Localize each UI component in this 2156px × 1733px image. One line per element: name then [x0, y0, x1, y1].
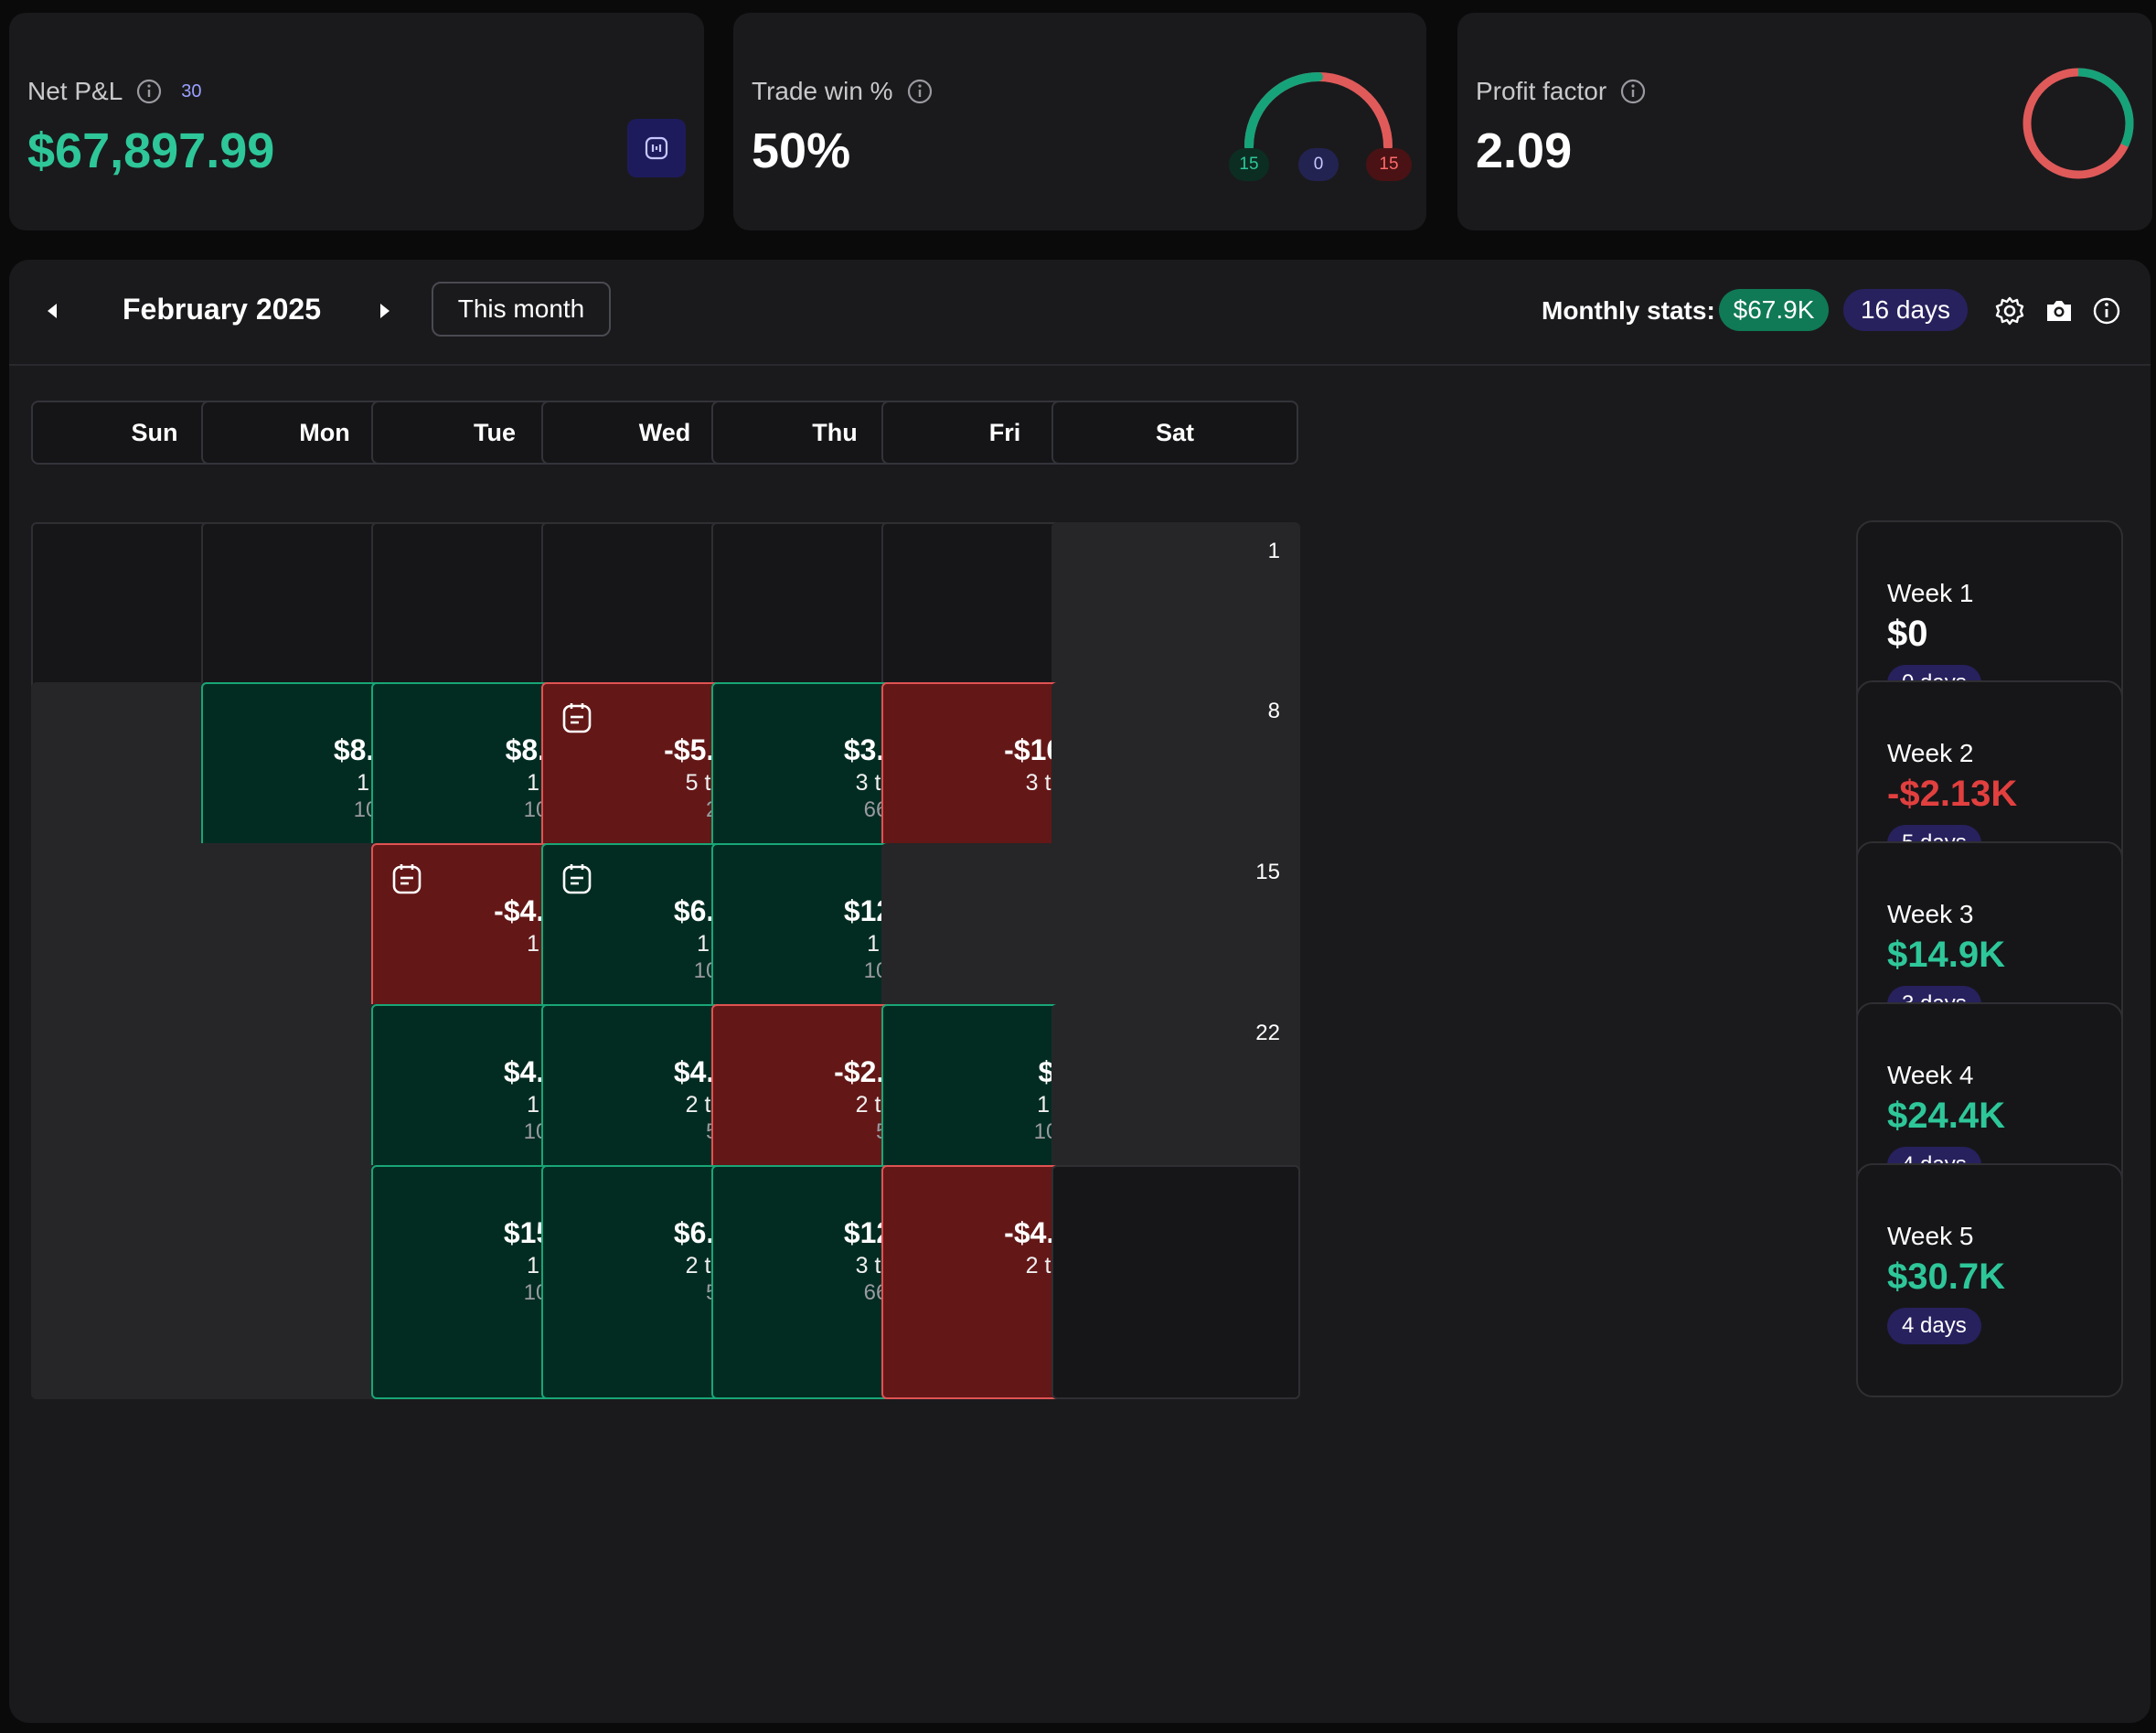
trade-count-badge: 30 [181, 80, 202, 102]
week-label: Week 2 [1887, 739, 1974, 767]
journal-note-icon[interactable] [560, 701, 594, 735]
month-title: February 2025 [123, 293, 322, 326]
day-header-sat: Sat [1051, 401, 1298, 465]
this-month-button[interactable]: This month [432, 282, 611, 337]
week-label: Week 5 [1887, 1222, 1974, 1250]
week-label: Week 3 [1887, 900, 1974, 928]
net-pnl-label: Net P&L [27, 77, 123, 105]
net-pnl-value: $67,897.99 [27, 123, 275, 178]
monthly-pnl-badge: $67.9K [1719, 289, 1829, 331]
journal-note-icon[interactable] [560, 861, 594, 896]
chevron-right-icon[interactable] [373, 300, 395, 322]
trade-win-label-row: Trade win % [752, 77, 934, 106]
losses-count-badge: 15 [1366, 148, 1412, 181]
win-rate-gauge [1244, 72, 1393, 151]
info-icon[interactable] [906, 78, 934, 105]
info-icon[interactable] [1619, 78, 1647, 105]
week-days-badge: 4 days [1887, 1308, 1981, 1344]
week-summary-5: Week 5 $30.7K 4 days [1856, 1163, 2123, 1397]
bar-chart-icon [645, 136, 668, 160]
trade-win-value: 50% [752, 123, 851, 178]
week-label: Week 1 [1887, 579, 1974, 607]
wins-count-badge: 15 [1229, 148, 1269, 181]
profit-factor-donut [2023, 68, 2134, 179]
monthly-stats-label: Monthly stats: [1542, 296, 1715, 325]
day-number: 22 [1255, 1021, 1280, 1045]
calendar-panel: February 2025 This month Monthly stats: … [9, 260, 2151, 1723]
chevron-left-icon[interactable] [42, 300, 64, 322]
trade-win-card: Trade win % 50% 15 0 15 [733, 13, 1426, 230]
camera-icon[interactable] [2043, 294, 2076, 327]
info-icon[interactable] [135, 78, 163, 105]
trade-win-label: Trade win % [752, 77, 893, 105]
day-number: 8 [1267, 699, 1280, 723]
day-number: 15 [1255, 860, 1280, 884]
week-pnl: $0 [1887, 614, 1928, 654]
calendar-toolbar: February 2025 This month Monthly stats: … [9, 260, 2151, 366]
week-label: Week 4 [1887, 1061, 1974, 1089]
profit-factor-label: Profit factor [1476, 77, 1607, 105]
week-pnl: $30.7K [1887, 1257, 2005, 1297]
monthly-days-badge: 16 days [1843, 289, 1968, 331]
breakeven-count-badge: 0 [1298, 148, 1339, 181]
gear-icon[interactable] [1993, 294, 2026, 327]
chart-toggle-button[interactable] [627, 119, 686, 177]
profit-factor-label-row: Profit factor [1476, 77, 1647, 106]
week-pnl: $24.4K [1887, 1096, 2005, 1136]
calendar-day-empty [1051, 1165, 1300, 1399]
journal-note-icon[interactable] [390, 861, 424, 896]
profit-factor-value: 2.09 [1476, 123, 1573, 178]
profit-factor-card: Profit factor 2.09 [1457, 13, 2152, 230]
week-pnl: -$2.13K [1887, 774, 2018, 814]
day-number: 1 [1267, 539, 1280, 563]
net-pnl-card: Net P&L 30 $67,897.99 [9, 13, 704, 230]
week-pnl: $14.9K [1887, 935, 2005, 975]
info-icon[interactable] [2090, 294, 2123, 327]
net-pnl-label-row: Net P&L 30 [27, 77, 202, 106]
